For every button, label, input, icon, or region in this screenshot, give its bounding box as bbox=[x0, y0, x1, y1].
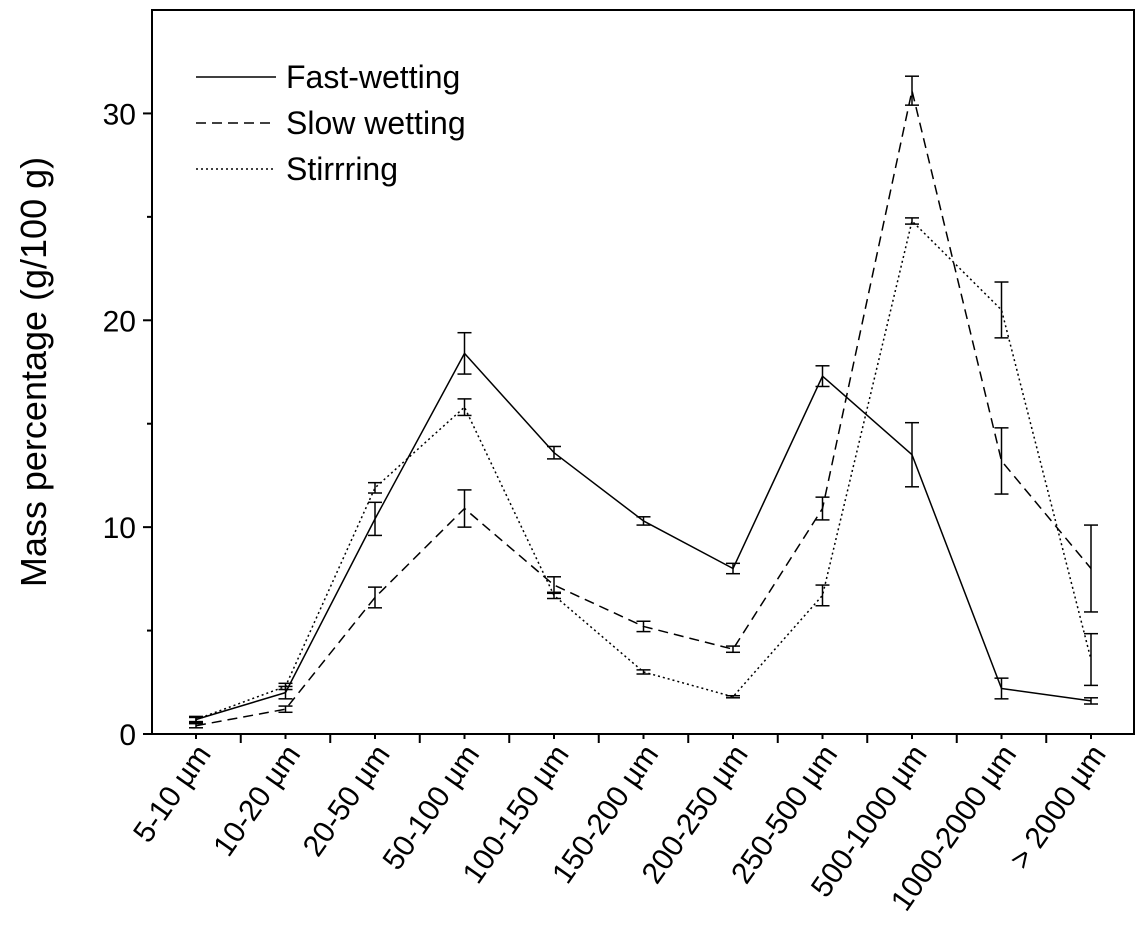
error-bar bbox=[278, 682, 293, 691]
error-bar bbox=[368, 501, 382, 537]
error-bar bbox=[189, 722, 203, 729]
y-tick-label: 20 bbox=[103, 305, 136, 338]
error-bar bbox=[726, 694, 740, 699]
error-bar bbox=[994, 281, 1009, 339]
error-bar bbox=[1084, 632, 1098, 687]
error-bar bbox=[547, 445, 561, 460]
error-bar bbox=[368, 481, 382, 494]
y-axis-title: Mass percentage (g/100 g) bbox=[13, 157, 54, 587]
error-bar bbox=[636, 516, 651, 526]
y-tick-label: 30 bbox=[103, 98, 136, 131]
error-bar bbox=[905, 421, 919, 488]
error-bar bbox=[189, 716, 203, 723]
legend-label-1: Slow wetting bbox=[286, 105, 466, 141]
legend-label-2: Stirrring bbox=[286, 151, 398, 187]
error-bar bbox=[636, 620, 651, 633]
error-bar bbox=[994, 677, 1009, 700]
error-bar bbox=[1084, 524, 1098, 613]
error-bar bbox=[457, 331, 472, 375]
y-tick-label: 0 bbox=[119, 719, 136, 752]
error-bar bbox=[815, 496, 830, 521]
error-bar bbox=[905, 75, 919, 106]
error-bar bbox=[994, 427, 1009, 495]
error-bar bbox=[636, 669, 651, 675]
error-bar bbox=[815, 584, 830, 607]
y-axis: 0 10 20 30 bbox=[103, 98, 152, 752]
error-bar bbox=[368, 586, 382, 609]
error-bar bbox=[457, 398, 472, 417]
series-line-2 bbox=[195, 220, 1092, 721]
error-bars bbox=[189, 75, 1098, 729]
legend: Fast-wetting Slow wetting Stirrring bbox=[196, 59, 466, 187]
error-bar bbox=[905, 217, 919, 225]
y-tick-label: 10 bbox=[103, 512, 136, 545]
error-bar bbox=[1084, 697, 1098, 705]
error-bar bbox=[726, 645, 740, 654]
error-bar bbox=[726, 562, 740, 575]
legend-label-0: Fast-wetting bbox=[286, 59, 460, 95]
error-bar bbox=[547, 591, 561, 600]
error-bar bbox=[457, 489, 472, 528]
error-bar bbox=[815, 365, 830, 388]
error-bar bbox=[278, 705, 293, 714]
